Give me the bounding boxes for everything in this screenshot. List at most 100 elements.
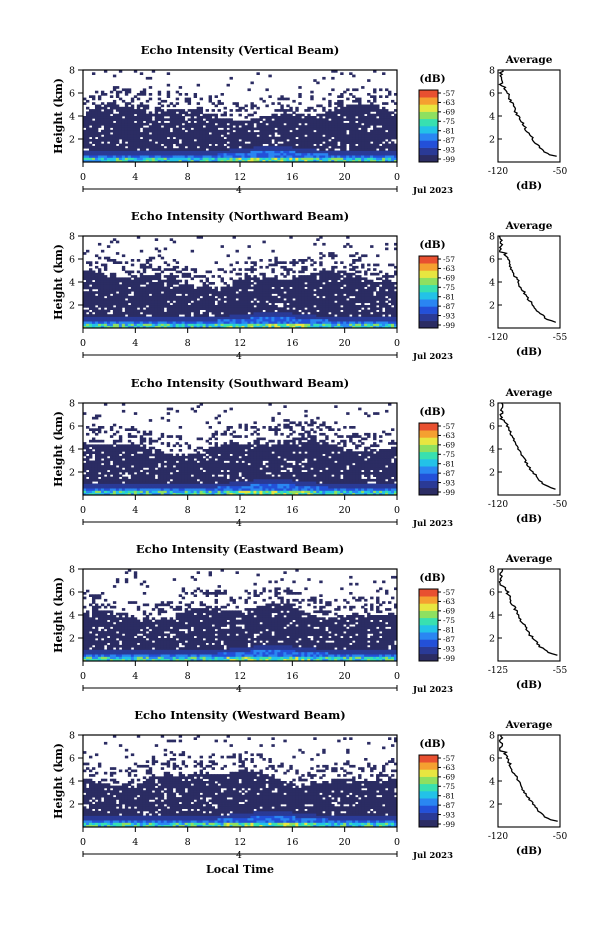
heatmap-cell	[136, 132, 141, 135]
heatmap-cell	[88, 116, 93, 119]
heatmap-cell	[268, 291, 272, 294]
heatmap-cell	[262, 132, 266, 135]
heatmap-cell	[367, 150, 371, 154]
heatmap-cell	[355, 113, 359, 117]
heatmap-cell	[157, 141, 162, 144]
heatmap-cell	[196, 122, 201, 126]
heatmap-cell	[136, 316, 141, 320]
heatmap-cell	[166, 155, 171, 158]
heatmap-cell	[115, 284, 120, 287]
heatmap-cell	[130, 139, 135, 142]
heatmap-cell	[358, 122, 362, 126]
heatmap-cell	[295, 134, 299, 138]
heatmap-cell	[331, 116, 335, 119]
heatmap-cell	[256, 141, 260, 144]
heatmap-cell	[391, 300, 395, 304]
heatmap-cell	[259, 159, 263, 163]
heatmap-cell	[379, 113, 383, 117]
heatmap-cell	[103, 136, 108, 140]
heatmap-cell	[187, 155, 192, 158]
heatmap-cell	[184, 132, 189, 135]
heatmap-cell	[268, 282, 272, 285]
heatmap-cell	[106, 302, 111, 306]
heatmap-cell	[250, 141, 254, 144]
heatmap-cell	[148, 120, 153, 124]
heatmap-cell	[121, 134, 126, 138]
heatmap-cell	[217, 148, 221, 151]
heatmap-cell	[247, 268, 251, 271]
heatmap-cell	[337, 305, 341, 308]
heatmap-cell	[163, 247, 168, 251]
heatmap-cell	[364, 127, 368, 131]
date-label: Jul 2023	[412, 352, 453, 362]
heatmap-cell	[307, 134, 311, 138]
heatmap-cell	[166, 150, 171, 154]
heatmap-cell	[352, 159, 356, 163]
heatmap-cell	[154, 293, 159, 297]
heatmap-cell	[85, 314, 90, 317]
heatmap-cell	[151, 157, 156, 161]
heatmap-cell	[319, 127, 323, 131]
heatmap-cell	[337, 111, 341, 115]
heatmap-cell	[250, 113, 254, 117]
heatmap-cell	[202, 275, 207, 278]
heatmap-cell	[253, 295, 257, 299]
heatmap-cell	[214, 261, 218, 264]
heatmap-cell	[88, 132, 93, 135]
heatmap-cell	[274, 148, 278, 151]
heatmap-cell	[346, 122, 350, 126]
heatmap-cell	[343, 122, 347, 126]
heatmap-cell	[205, 300, 209, 304]
heatmap-cell	[83, 476, 87, 480]
heatmap-cell	[298, 314, 302, 317]
heatmap-cell	[127, 298, 132, 301]
heatmap-cell	[274, 279, 278, 283]
heatmap-cell	[319, 323, 323, 327]
heatmap-cell	[370, 318, 374, 322]
heatmap-cell	[340, 279, 344, 283]
heatmap-cell	[385, 307, 389, 310]
heatmap-cell	[151, 275, 156, 278]
heatmap-cell	[100, 116, 105, 119]
heatmap-cell	[136, 291, 141, 294]
heatmap-cell	[88, 453, 93, 457]
heatmap-cell	[310, 282, 314, 285]
heatmap-cell	[139, 132, 144, 135]
heatmap-cell	[172, 155, 177, 158]
heatmap-cell	[151, 143, 156, 147]
heatmap-cell	[364, 277, 368, 281]
heatmap-cell	[256, 72, 260, 75]
heatmap-cell	[235, 159, 239, 163]
heatmap-cell	[232, 152, 236, 156]
heatmap-cell	[352, 157, 356, 161]
heatmap-cell	[352, 309, 356, 313]
heatmap-cell	[343, 282, 347, 285]
heatmap-cell	[355, 150, 359, 154]
heatmap-cell	[103, 298, 108, 301]
heatmap-cell	[343, 265, 347, 269]
heatmap-cell	[307, 300, 311, 304]
heatmap-cell	[301, 298, 305, 301]
heatmap-cell	[301, 323, 305, 327]
heatmap-cell	[106, 157, 111, 161]
heatmap-cell	[226, 152, 230, 156]
heatmap-cell	[256, 155, 260, 158]
heatmap-cell	[103, 70, 108, 73]
heatmap-cell	[295, 293, 299, 297]
x-tick-label: 0	[394, 338, 400, 349]
heatmap-cell	[208, 150, 212, 154]
heatmap-cell	[157, 321, 162, 324]
heatmap-cell	[376, 316, 380, 320]
heatmap-cell	[97, 316, 102, 320]
heatmap-cell	[106, 143, 111, 147]
heatmap-cell	[376, 295, 380, 299]
heatmap-cell	[322, 145, 326, 149]
heatmap-cell	[184, 305, 189, 308]
heatmap-cell	[367, 318, 371, 322]
heatmap-cell	[205, 295, 209, 299]
heatmap-cell	[319, 141, 323, 144]
heatmap-cell	[331, 145, 335, 149]
heatmap-cell	[292, 99, 296, 103]
heatmap-cell	[193, 302, 198, 306]
heatmap-cell	[316, 141, 320, 144]
